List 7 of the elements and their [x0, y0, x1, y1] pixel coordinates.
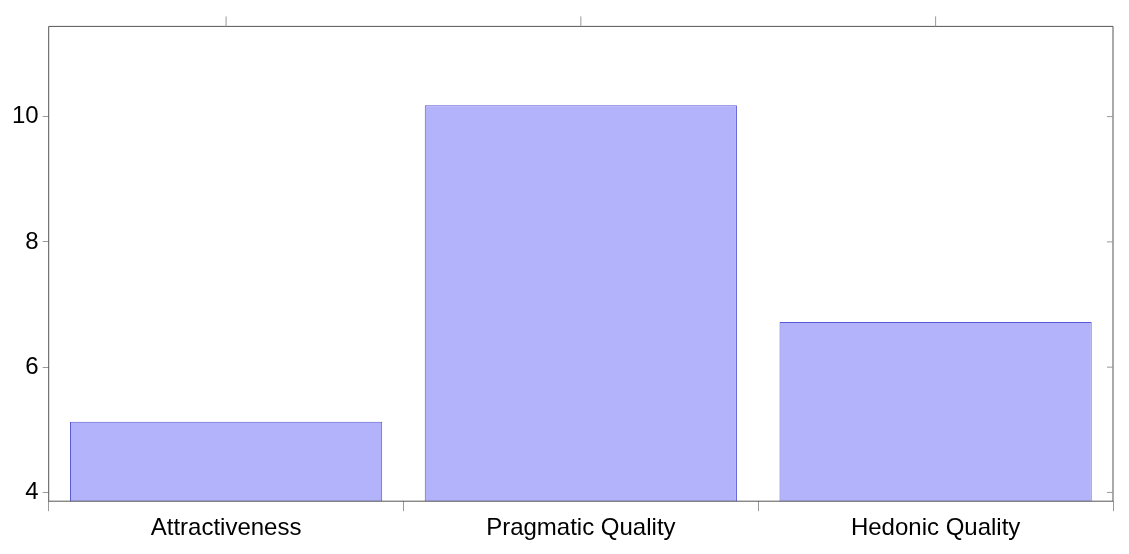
x-tick-label: Attractiveness — [150, 513, 302, 541]
x-tick-label: Hedonic Quality — [850, 513, 1021, 541]
y-tick-label: 6 — [25, 351, 39, 379]
x-tick-label: Pragmatic Quality — [486, 513, 676, 541]
y-tick-label: 4 — [25, 477, 39, 505]
y-tick-label: 10 — [11, 101, 39, 129]
y-tick-label: 8 — [25, 226, 39, 254]
